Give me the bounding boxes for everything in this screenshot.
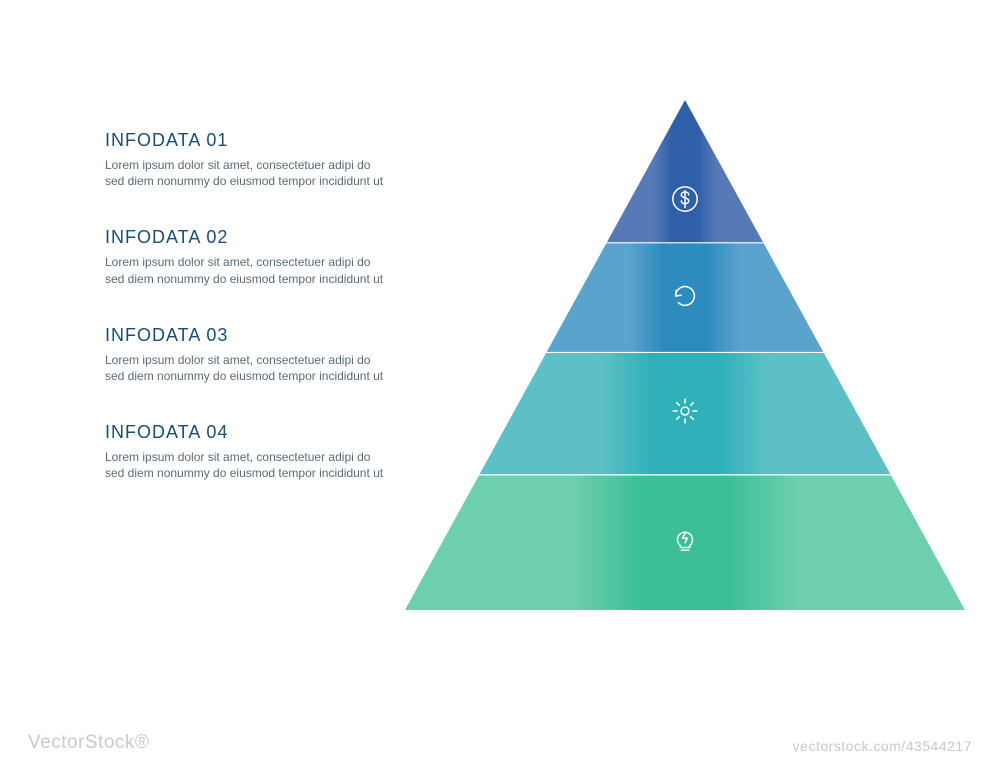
info-body-4: Lorem ipsum dolor sit amet, consectetuer…: [105, 449, 385, 481]
pyramid-level-3: [479, 352, 891, 474]
info-body-2: Lorem ipsum dolor sit amet, consectetuer…: [105, 254, 385, 286]
pyramid-level-2: [546, 243, 823, 353]
info-title-2: INFODATA 02: [105, 227, 385, 248]
text-column: INFODATA 01 Lorem ipsum dolor sit amet, …: [105, 130, 385, 520]
info-title-3: INFODATA 03: [105, 325, 385, 346]
info-block-4: INFODATA 04 Lorem ipsum dolor sit amet, …: [105, 422, 385, 481]
pyramid-level-1: [607, 100, 764, 243]
info-block-2: INFODATA 02 Lorem ipsum dolor sit amet, …: [105, 227, 385, 286]
pyramid-level-4: [405, 475, 965, 610]
pyramid-infographic: [405, 100, 965, 610]
info-block-3: INFODATA 03 Lorem ipsum dolor sit amet, …: [105, 325, 385, 384]
watermark-id: vectorstock.com/43544217: [793, 738, 972, 754]
info-body-3: Lorem ipsum dolor sit amet, consectetuer…: [105, 352, 385, 384]
info-title-4: INFODATA 04: [105, 422, 385, 443]
watermark-logo: VectorStock®: [28, 732, 149, 754]
info-body-1: Lorem ipsum dolor sit amet, consectetuer…: [105, 157, 385, 189]
info-block-1: INFODATA 01 Lorem ipsum dolor sit amet, …: [105, 130, 385, 189]
pyramid-svg: [405, 100, 965, 610]
canvas: INFODATA 01 Lorem ipsum dolor sit amet, …: [0, 0, 1000, 780]
info-title-1: INFODATA 01: [105, 130, 385, 151]
